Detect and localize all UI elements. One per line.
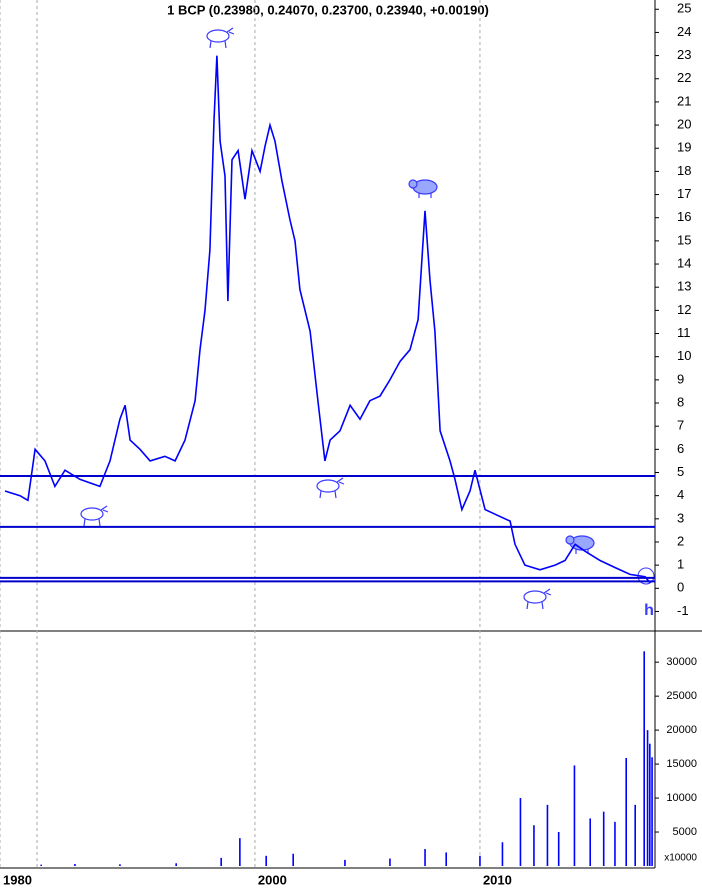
y-tick-label: 11	[677, 325, 691, 340]
volume-bar	[501, 842, 504, 866]
volume-bar	[389, 858, 391, 866]
volume-bar	[265, 855, 267, 866]
y-tick-label: 15000	[666, 758, 697, 770]
bear-icon	[408, 179, 438, 198]
x-tick-label: 2000	[258, 872, 287, 887]
y-tick-label: 10000	[666, 792, 697, 804]
y-tick-label: 8	[677, 394, 684, 409]
volume-bar	[602, 811, 605, 866]
volume-bar	[424, 849, 426, 866]
y-tick-label: 30000	[666, 656, 697, 668]
volume-bar	[589, 818, 591, 866]
y-tick-label: 19	[677, 140, 691, 155]
y-tick-label: 2	[677, 533, 684, 548]
y-tick-label: 9	[677, 371, 684, 386]
volume-bar	[573, 765, 576, 866]
y-tick-label: 14	[677, 255, 691, 270]
y-tick-label: -1	[677, 603, 689, 618]
volume-bar	[175, 863, 177, 866]
y-tick-label: 23	[677, 47, 691, 62]
y-tick-label: 15	[677, 232, 691, 247]
y-tick-label: 20000	[666, 724, 697, 736]
y-tick-label: 21	[677, 93, 691, 108]
y-tick-label: 18	[677, 163, 691, 178]
y-tick-label: 20	[677, 117, 691, 132]
marker-label: h	[644, 602, 654, 619]
price-line	[4, 55, 651, 584]
volume-bar	[445, 852, 447, 866]
volume-bar	[239, 838, 241, 866]
y-tick-label: 12	[677, 302, 691, 317]
volume-bar	[649, 743, 651, 866]
y-tick-label: 7	[677, 418, 684, 433]
volume-bar	[557, 832, 560, 866]
chart-title: 1 BCP (0.23980, 0.24070, 0.23700, 0.2394…	[167, 2, 489, 17]
volume-bar	[625, 757, 627, 866]
volume-bar	[614, 821, 616, 866]
volume-bar	[634, 804, 636, 866]
y-tick-label: 17	[677, 186, 691, 201]
volume-bar	[533, 825, 535, 866]
volume-bar	[643, 651, 645, 866]
volume-bar	[479, 855, 481, 866]
y-tick-label: 16	[677, 209, 691, 224]
y-tick-label: 5	[677, 464, 684, 479]
volume-bar	[651, 757, 653, 866]
volume-bar	[546, 804, 549, 866]
volume-bar	[646, 730, 649, 866]
bull-icon	[80, 505, 109, 527]
y-tick-label: 25	[677, 1, 691, 16]
volume-bar	[292, 853, 294, 866]
x-tick-label: 2010	[483, 872, 512, 887]
volume-bar	[220, 857, 222, 866]
bull-icon	[523, 588, 552, 610]
volume-bar	[519, 798, 522, 866]
y-tick-label: 6	[677, 441, 684, 456]
y-tick-label: 10	[677, 348, 691, 363]
y-tick-label: 3	[677, 510, 684, 525]
y-tick-label: 22	[677, 70, 691, 85]
x-tick-label: 1980	[3, 872, 32, 887]
y-tick-label: 5000	[673, 826, 697, 838]
y-tick-label: 13	[677, 279, 691, 294]
y-tick-label: 0	[677, 580, 684, 595]
volume-scale-label: x10000	[664, 853, 697, 864]
volume-bar	[40, 864, 42, 866]
bull-icon	[316, 477, 345, 499]
volume-bar	[344, 859, 346, 866]
volume-bar	[119, 864, 121, 866]
volume-bar	[74, 863, 76, 866]
y-tick-label: 4	[677, 487, 684, 502]
bull-icon	[206, 27, 235, 49]
y-tick-label: 25000	[666, 690, 697, 702]
y-tick-label: 1	[677, 557, 684, 572]
y-tick-label: 24	[677, 24, 691, 39]
